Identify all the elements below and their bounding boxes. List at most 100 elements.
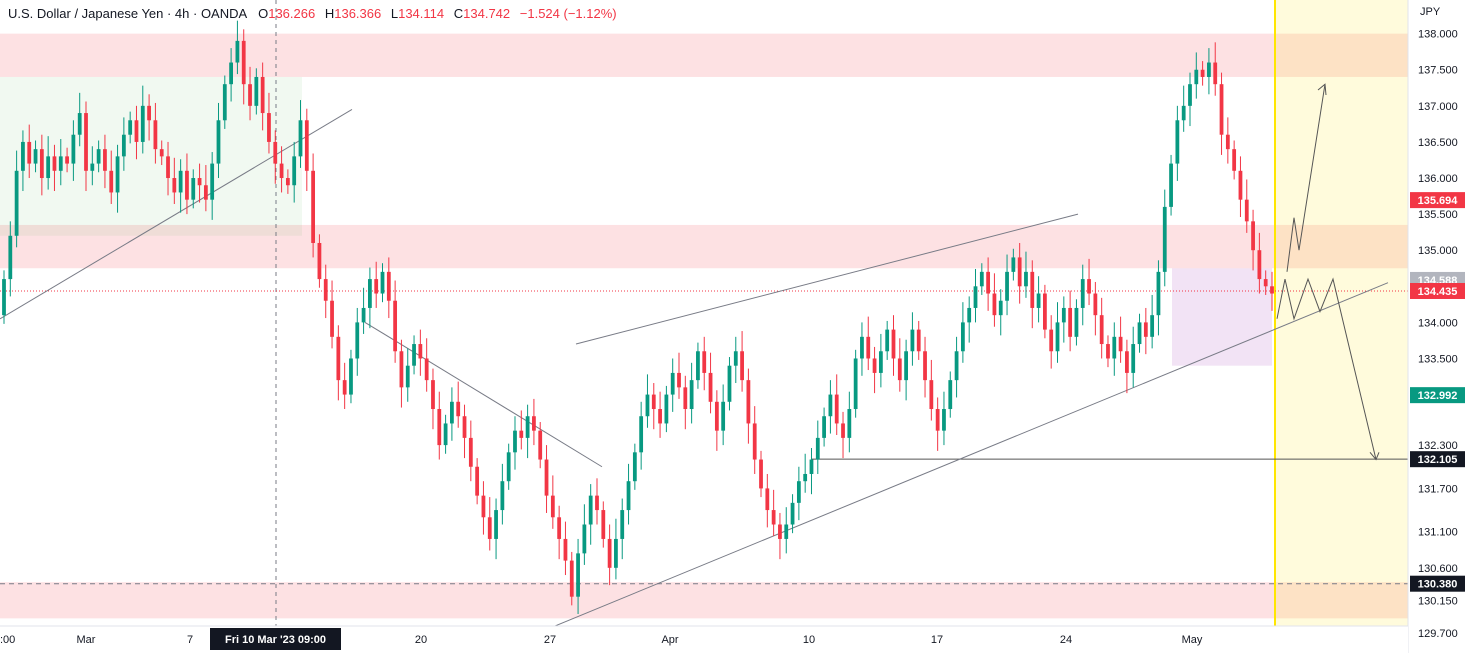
candle-body [614,538,618,568]
candle-body [405,365,410,388]
candle-body [304,120,309,171]
candle-body [222,84,227,121]
candle-body [248,84,252,106]
y-tick-label: 132.300 [1418,440,1458,452]
candle-body [620,510,625,539]
candle-body [336,336,341,381]
candle-body [311,170,316,243]
candle-body [267,113,271,142]
candle-body [790,502,795,525]
y-tick-label: 135.000 [1418,245,1458,257]
candle-body [809,459,814,474]
y-tick-label: 131.700 [1418,483,1458,495]
candle-body [714,401,719,431]
candle-body [1087,279,1091,294]
low-value: 134.114 [398,6,445,21]
candle-body [651,394,656,410]
candle-body [683,387,688,410]
candle-body [21,141,25,171]
trendline-support [520,282,1389,641]
trendline-down [364,321,603,468]
candle-body [834,394,839,424]
candle-body [664,394,669,424]
candle-body [1181,105,1186,121]
candle-body [1169,163,1173,207]
trendline-channel-top [575,213,1079,345]
candle-body [942,409,946,431]
candle-body [216,120,221,164]
candle-body [412,344,416,366]
y-tick-label: 130.150 [1418,595,1458,607]
candle-body [380,271,385,294]
candle-body [1005,271,1009,301]
candle-body [317,242,322,280]
candle-body [27,141,32,164]
candle-body [1162,206,1167,272]
candle-body [1244,199,1249,222]
x-tick-label: 27 [544,634,556,646]
candle-body [103,149,107,171]
candle-body [1150,315,1155,337]
price-tag [1410,387,1465,404]
candle-body [853,358,858,410]
candle-body [891,329,896,359]
candle-body [1270,286,1274,294]
candle-body [172,178,177,193]
candle-body [803,473,808,482]
candle-body [519,430,524,438]
price-tag [1410,282,1465,299]
candle-body [342,380,347,395]
candle-body [771,510,776,525]
candle-body [1024,271,1028,287]
candle-body [765,488,770,511]
candle-body [986,271,991,294]
open-label: O [258,6,269,21]
candle-body [960,322,965,352]
candle-body [923,351,927,381]
x-tick-label: Apr [661,634,678,646]
candle-body [210,163,215,200]
candle-body [1238,170,1243,200]
x-tick-label: 7 [187,634,193,646]
candle-body [273,141,278,164]
candle-body [1017,257,1022,287]
y-tick-label: 137.000 [1418,101,1458,113]
candle-body [1106,344,1110,359]
candle-body [456,401,461,417]
candle-body [1194,69,1199,85]
price-tag-label: 130.380 [1418,579,1458,591]
candle-body [418,344,423,359]
candle-body [740,351,744,381]
crosshair-date-label: Fri 10 Mar '23 09:00 [225,634,326,646]
candle-body [601,510,606,539]
y-tick-label: 133.500 [1418,353,1458,365]
y-tick-label: 136.000 [1418,173,1458,185]
candle-body [727,365,732,402]
candle-body [229,62,233,85]
candle-body [185,170,189,200]
candle-body [191,178,196,200]
candle-body [689,380,694,410]
candle-body [197,178,202,186]
candle-body [386,271,391,301]
candle-body [822,416,826,438]
candle-body [702,351,707,373]
candle-body [878,351,883,373]
candle-body [235,40,240,63]
close-value: 134.742 [463,6,511,21]
y-tick-label: 136.500 [1418,137,1458,149]
candle-body [708,372,713,402]
candle-body [506,452,511,482]
change-value: −1.524 (−1.12%) [519,6,617,21]
candle-body [285,178,290,186]
y-tick-label: 137.500 [1418,65,1458,77]
x-tick-label: 24 [1060,634,1072,646]
candle-body [52,156,57,171]
candle-body [1080,279,1085,308]
candle-body [292,156,297,186]
candle-body [39,149,44,179]
symbol-title[interactable]: U.S. Dollar / Japanese Yen · 4h · OANDA [8,6,247,21]
candle-body [1137,322,1142,345]
candle-body [721,401,726,431]
candle-body [178,170,183,193]
